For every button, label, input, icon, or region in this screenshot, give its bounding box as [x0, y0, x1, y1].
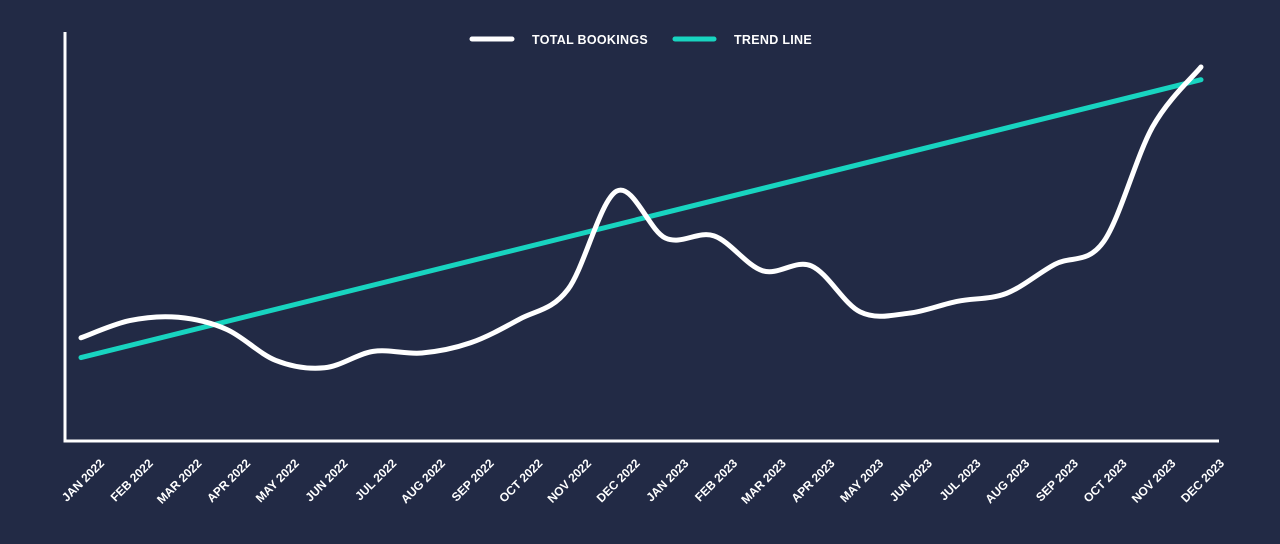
- x-tick-label-jan-2022: JAN 2022: [59, 456, 107, 504]
- x-tick-label-jan-2023: JAN 2023: [643, 456, 691, 504]
- x-tick-label-apr-2022: APR 2022: [204, 456, 253, 505]
- series-layer: [78, 64, 1204, 371]
- x-tick-label-oct-2023: OCT 2023: [1081, 456, 1130, 505]
- series-line-total-bookings: [78, 64, 1204, 371]
- x-tick-label-dec-2022: DEC 2022: [594, 456, 643, 505]
- x-tick-label-aug-2022: AUG 2022: [398, 456, 448, 506]
- x-tick-label-sep-2022: SEP 2022: [449, 456, 497, 504]
- x-tick-label-dec-2023: DEC 2023: [1178, 456, 1227, 505]
- x-tick-label-nov-2023: NOV 2023: [1129, 456, 1179, 506]
- x-tick-label-mar-2023: MAR 2023: [738, 456, 789, 507]
- x-tick-label-jun-2023: JUN 2023: [887, 456, 935, 504]
- legend-label-total-bookings: TOTAL BOOKINGS: [532, 33, 648, 47]
- x-tick-label-may-2022: MAY 2022: [253, 456, 302, 505]
- x-tick-label-apr-2023: APR 2023: [789, 456, 838, 505]
- x-tick-label-nov-2022: NOV 2022: [545, 456, 595, 506]
- x-tick-label-aug-2023: AUG 2023: [982, 456, 1032, 506]
- legend-label-trend-line: TREND LINE: [734, 33, 812, 47]
- x-tick-label-feb-2023: FEB 2023: [692, 456, 740, 504]
- x-tick-label-sep-2023: SEP 2023: [1033, 456, 1081, 504]
- x-tick-label-may-2023: MAY 2023: [837, 456, 886, 505]
- x-tick-label-oct-2022: OCT 2022: [496, 456, 545, 505]
- legend: TOTAL BOOKINGS TREND LINE: [469, 33, 812, 47]
- x-tick-label-jul-2023: JUL 2023: [937, 456, 984, 503]
- series-line-trend-line: [78, 77, 1204, 361]
- x-tick-label-jul-2022: JUL 2022: [352, 456, 399, 503]
- x-tick-label-feb-2022: FEB 2022: [108, 456, 156, 504]
- x-tick-label-jun-2022: JUN 2022: [302, 456, 350, 504]
- x-tick-label-mar-2022: MAR 2022: [154, 456, 205, 507]
